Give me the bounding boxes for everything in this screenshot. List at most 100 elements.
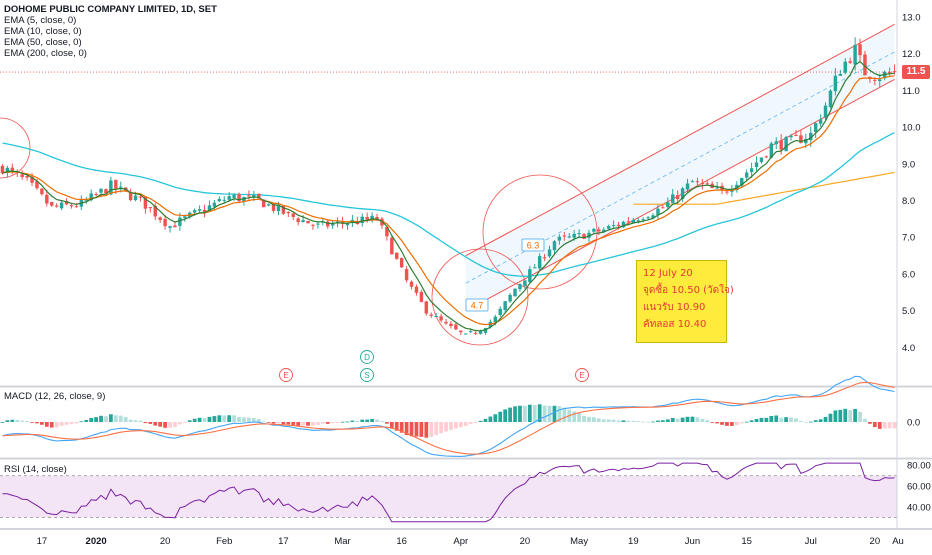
macd-histogram-bar xyxy=(877,422,882,429)
candle-body xyxy=(764,156,769,158)
time-axis-label: 17 xyxy=(278,536,289,547)
macd-histogram-bar xyxy=(439,422,443,434)
macd-histogram-bar xyxy=(182,422,187,423)
macd-histogram-bar xyxy=(626,420,631,422)
candle-body xyxy=(173,225,177,228)
candle-body xyxy=(577,233,581,235)
macd-histogram-bar xyxy=(518,405,522,422)
candle-body xyxy=(404,269,409,281)
note-resistance: แนวรับ 10.90 xyxy=(643,302,706,313)
candle-body xyxy=(715,187,719,189)
macd-histogram-bar xyxy=(833,410,838,422)
candle-body xyxy=(675,195,680,200)
macd-histogram-bar xyxy=(202,417,207,422)
macd-histogram-bar xyxy=(523,405,527,422)
macd-histogram-bar xyxy=(276,422,281,424)
candle-body xyxy=(158,217,162,220)
candle-body xyxy=(833,75,838,92)
macd-histogram-bar xyxy=(242,417,246,422)
candle-body xyxy=(444,321,448,324)
candle-body xyxy=(424,301,429,314)
candle-body xyxy=(671,194,675,204)
candle-body xyxy=(789,135,793,138)
rsi-line xyxy=(2,462,895,523)
candle-body xyxy=(572,233,576,238)
candle-body xyxy=(882,71,887,79)
macd-histogram-bar xyxy=(118,415,123,422)
macd-histogram-bar xyxy=(592,417,596,422)
macd-histogram-bar xyxy=(266,422,271,423)
macd-histogram-bar xyxy=(385,422,389,424)
candle-body xyxy=(602,229,606,232)
macd-histogram-bar xyxy=(251,417,256,422)
candle-body xyxy=(705,183,709,185)
candle-body xyxy=(606,226,611,229)
macd-histogram-bar xyxy=(789,417,793,422)
macd-histogram-bar xyxy=(178,422,182,425)
candle-body xyxy=(99,188,103,193)
candle-body xyxy=(45,194,49,204)
macd-histogram-bar xyxy=(823,416,828,422)
macd-histogram-bar xyxy=(99,415,103,422)
macd-histogram-bar xyxy=(670,418,675,422)
macd-histogram-bar xyxy=(311,422,315,426)
candle-body xyxy=(281,205,286,214)
macd-histogram-bar xyxy=(838,409,843,422)
candle-body xyxy=(863,54,867,76)
candle-body xyxy=(439,316,443,321)
candle-body xyxy=(20,174,24,178)
macd-histogram-bar xyxy=(138,420,143,422)
macd-histogram-bar xyxy=(25,421,29,422)
macd-histogram-bar xyxy=(256,418,261,422)
macd-histogram-bar xyxy=(616,420,621,422)
macd-histogram-bar xyxy=(661,420,665,422)
macd-histogram-bar xyxy=(123,416,128,422)
macd-histogram-bar xyxy=(744,421,749,423)
macd-histogram-bar xyxy=(754,418,759,422)
macd-histogram-bar xyxy=(858,411,862,422)
symbol-title: DOHOME PUBLIC COMPANY LIMITED, 1D, SET xyxy=(4,4,217,15)
price-annotation-text: 6.3 xyxy=(527,241,540,251)
macd-histogram-bar xyxy=(355,420,360,422)
event-marker xyxy=(360,368,374,382)
candle-body xyxy=(823,105,828,118)
candle-body xyxy=(59,202,64,209)
note-buy: จุดซื้อ 10.50 (วัดใจ) xyxy=(643,285,734,296)
macd-histogram-bar xyxy=(818,419,823,422)
candle-body xyxy=(330,223,335,226)
macd-histogram-bar xyxy=(863,418,867,422)
candle-body xyxy=(828,90,833,108)
candle-body xyxy=(153,205,157,217)
macd-histogram-bar xyxy=(0,422,5,423)
candle-body xyxy=(10,167,15,171)
macd-histogram-bar xyxy=(133,420,138,422)
time-axis-label: Jul xyxy=(805,536,817,547)
macd-histogram-bar xyxy=(636,421,641,423)
candle-body xyxy=(449,323,453,327)
candle-body xyxy=(537,256,542,269)
macd-histogram-bar xyxy=(458,422,463,428)
macd-histogram-bar xyxy=(473,422,478,423)
macd-histogram-bar xyxy=(404,422,409,436)
macd-histogram-bar xyxy=(557,406,562,422)
macd-histogram-bar xyxy=(399,422,404,433)
macd-histogram-bar xyxy=(813,420,818,422)
price-annotation-box xyxy=(465,298,489,312)
macd-histogram-bar xyxy=(261,421,266,423)
macd-histogram-bar xyxy=(547,405,552,422)
candle-body xyxy=(459,330,463,333)
macd-histogram-bar xyxy=(35,422,39,424)
macd-histogram-bar xyxy=(508,407,512,422)
macd-histogram-bar xyxy=(30,422,34,423)
macd-histogram-bar xyxy=(646,421,650,423)
candle-body xyxy=(178,217,182,226)
candle-body xyxy=(616,224,621,227)
trade-note: 12 July 20 จุดซื้อ 10.50 (วัดใจ) แนวรับ … xyxy=(636,260,734,343)
macd-histogram-bar xyxy=(419,422,424,437)
candle-body xyxy=(202,209,207,213)
time-axis-label: Au xyxy=(892,536,904,547)
macd-histogram-bar xyxy=(695,417,700,422)
candle-body xyxy=(754,162,759,168)
